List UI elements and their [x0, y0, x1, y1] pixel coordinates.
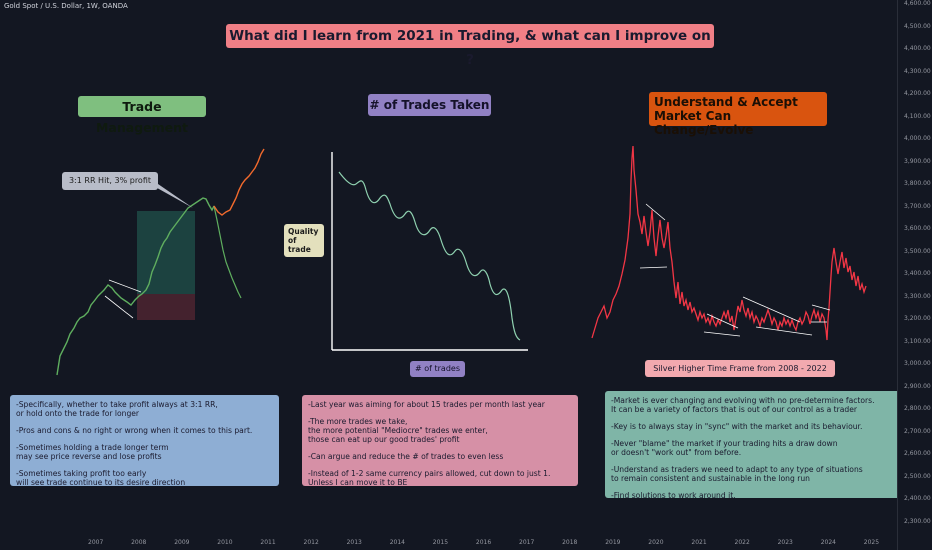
note-paragraph: -Instead of 1-2 same currency pairs allo…: [308, 469, 551, 487]
silver-trend-lower-2: [703, 331, 741, 337]
price-tick-label: 4,400.00: [904, 45, 931, 52]
price-tick-label: 4,000.00: [904, 135, 931, 142]
time-tick-label: 2021: [691, 539, 707, 546]
time-tick-label: 2019: [605, 539, 621, 546]
silver-trend-lower-1: [639, 266, 668, 269]
price-continuation-line: [213, 148, 265, 216]
quality-decline-curve: [338, 171, 521, 341]
note-market-change[interactable]: -Market is ever changing and evolving wi…: [605, 391, 900, 500]
time-tick-label: 2013: [346, 539, 362, 546]
note-trades-taken[interactable]: -Last year was aiming for about 15 trade…: [302, 395, 578, 487]
callout-pointer: [150, 184, 193, 208]
trades-axis-label[interactable]: # of trades: [410, 361, 465, 377]
price-tick-label: 2,700.00: [904, 427, 931, 435]
silver-price-line: [591, 145, 867, 341]
price-pullback-line: [213, 205, 242, 299]
silver-trend-upper-4: [811, 304, 831, 311]
price-tick-label: 3,200.00: [904, 315, 931, 322]
section-title-market-line-2: Market Can Change/Evolve: [654, 109, 754, 137]
note-paragraph: -Pros and cons & no right or wrong when …: [16, 426, 253, 435]
note-paragraph: -Key is to always stay in "sync" with th…: [611, 422, 863, 431]
price-tick-label: 4,100.00: [904, 112, 931, 120]
time-tick-label: 2008: [131, 539, 147, 546]
section-title-market-line-1: Understand & Accept: [654, 95, 798, 109]
price-tick-label: 3,700.00: [904, 202, 931, 210]
silver-trend-upper-2: [706, 313, 739, 329]
profit-zone: [137, 211, 195, 294]
time-tick-label: 2016: [475, 539, 492, 546]
note-paragraph: -Find solutions to work around it.: [611, 491, 736, 500]
price-tick-label: 3,900.00: [904, 157, 931, 165]
note-paragraph: -Sometimes holding a trade longer term m…: [16, 443, 169, 461]
section-title-market-change[interactable]: Understand & Accept Market Can Change/Ev…: [649, 92, 827, 137]
silver-trend-upper-1: [645, 203, 666, 221]
price-tick-label: 2,300.00: [904, 517, 931, 525]
time-tick-label: 2025: [863, 539, 880, 546]
price-tick-label: 2,900.00: [904, 382, 931, 390]
time-tick-label: 2015: [432, 539, 449, 546]
price-tick-label: 4,500.00: [904, 22, 931, 30]
time-tick-label: 2023: [777, 539, 793, 546]
loss-zone: [137, 294, 195, 320]
silver-trend-upper-3: [742, 296, 801, 323]
section-title-trade-management[interactable]: Trade Management: [78, 96, 206, 135]
price-tick-label: 4,200.00: [904, 90, 931, 97]
time-tick-label: 2007: [88, 539, 104, 546]
note-paragraph: -Specifically, whether to take profit al…: [16, 400, 218, 418]
note-paragraph: -Last year was aiming for about 15 trade…: [308, 400, 545, 409]
time-tick-label: 2022: [734, 539, 750, 546]
time-tick-label: 2009: [174, 539, 190, 546]
note-paragraph: -Sometimes taking profit too early will …: [16, 469, 186, 487]
price-tick-label: 2,600.00: [904, 450, 931, 457]
time-tick-label: 2018: [562, 539, 578, 546]
quality-axis-label[interactable]: Quality of trade: [284, 224, 324, 257]
page-title[interactable]: What did I learn from 2021 in Trading, &…: [226, 24, 714, 68]
time-tick-label: 2010: [217, 539, 233, 546]
price-tick-label: 3,300.00: [904, 292, 931, 300]
note-paragraph: -Market is ever changing and evolving wi…: [611, 396, 875, 414]
price-tick-label: 3,400.00: [904, 270, 931, 277]
price-axis[interactable]: 4,600.00 4,500.00 4,400.00 4,300.00 4,200.00…: [897, 0, 932, 550]
trend-channel-lower: [104, 295, 134, 319]
note-paragraph: -Never "blame" the market if your tradin…: [611, 439, 838, 457]
silver-timeframe-label[interactable]: Silver Higher Time Frame from 2008 - 202…: [645, 360, 835, 377]
price-tick-label: 3,100.00: [904, 337, 931, 345]
price-tick-label: 3,500.00: [904, 247, 931, 255]
price-tick-label: 3,600.00: [904, 225, 931, 232]
price-tick-label: 2,400.00: [904, 495, 931, 502]
time-tick-label: 2017: [519, 539, 535, 546]
time-tick-label: 2011: [260, 539, 276, 546]
silver-trend-lower-3: [755, 326, 813, 336]
rr-hit-callout[interactable]: 3:1 RR Hit, 3% profit: [62, 172, 158, 190]
price-tick-label: 4,300.00: [904, 67, 931, 75]
price-tick-label: 3,000.00: [904, 360, 931, 367]
note-paragraph: -Understand as traders we need to adapt …: [611, 465, 863, 483]
price-tick-label: 4,600.00: [904, 0, 931, 7]
time-tick-label: 2020: [648, 539, 664, 546]
note-paragraph: -Can argue and reduce the # of trades to…: [308, 452, 504, 461]
trend-channel-upper: [108, 279, 142, 293]
time-tick-label: 2024: [820, 539, 836, 546]
price-tick-label: 3,800.00: [904, 180, 931, 187]
note-trade-management[interactable]: -Specifically, whether to take profit al…: [10, 395, 279, 487]
price-tick-label: 2,800.00: [904, 405, 931, 412]
chart-symbol: Gold Spot / U.S. Dollar, 1W, OANDA: [4, 2, 128, 10]
section-title-trades-taken[interactable]: # of Trades Taken: [368, 94, 491, 116]
note-paragraph: -The more trades we take, the more poten…: [308, 417, 488, 444]
time-tick-label: 2014: [389, 539, 405, 546]
time-tick-label: 2012: [303, 539, 319, 546]
price-tick-label: 2,500.00: [904, 472, 931, 480]
